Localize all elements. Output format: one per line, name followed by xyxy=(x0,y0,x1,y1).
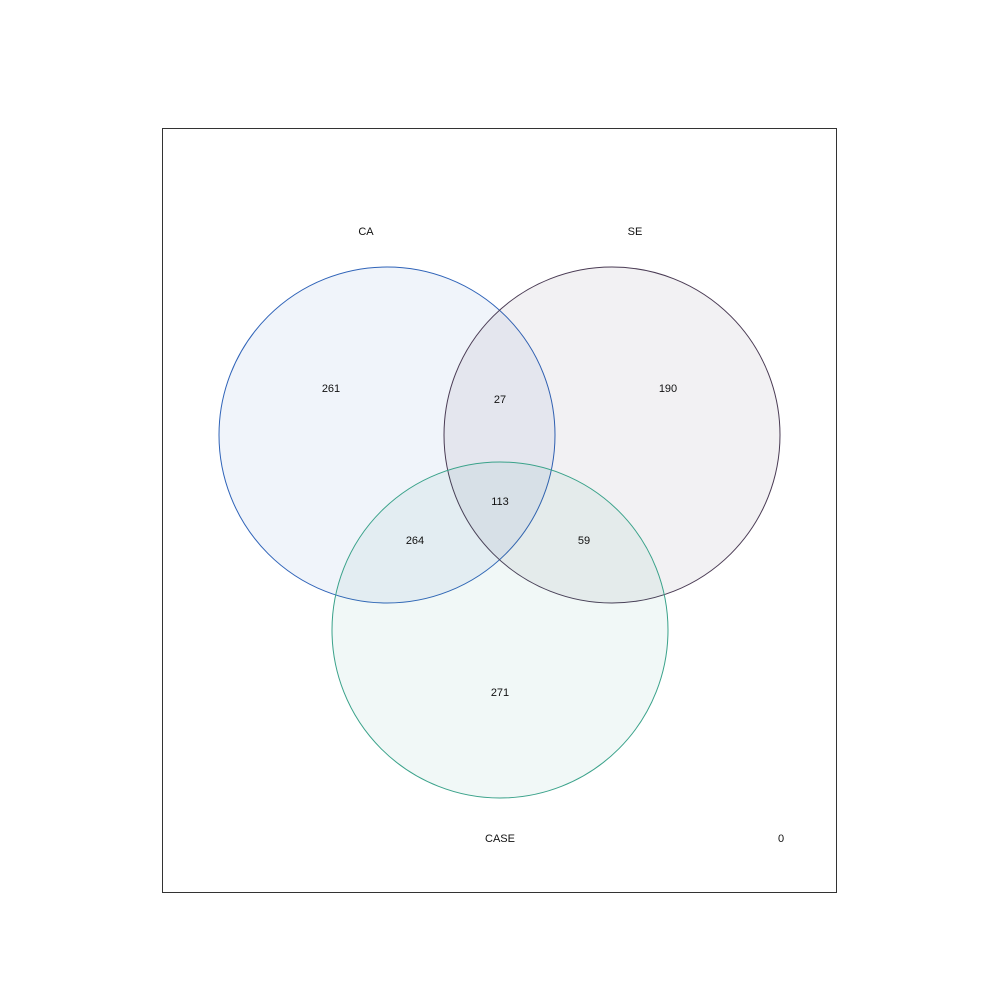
set-label-ca: CA xyxy=(358,226,374,238)
region-ca-se-case: 113 xyxy=(491,496,509,508)
region-case-only: 271 xyxy=(491,687,509,699)
region-ca-only: 261 xyxy=(322,383,340,395)
set-label-case: CASE xyxy=(485,833,515,845)
circle-case xyxy=(331,461,669,799)
circle-ca xyxy=(218,266,556,604)
circle-se xyxy=(443,266,781,604)
region-se-only: 190 xyxy=(659,383,677,395)
plot-frame xyxy=(162,128,837,893)
region-ca-case: 264 xyxy=(406,535,424,547)
set-label-se: SE xyxy=(628,226,643,238)
region-none: 0 xyxy=(778,833,784,845)
region-se-case: 59 xyxy=(578,535,590,547)
region-ca-se: 27 xyxy=(494,394,506,406)
